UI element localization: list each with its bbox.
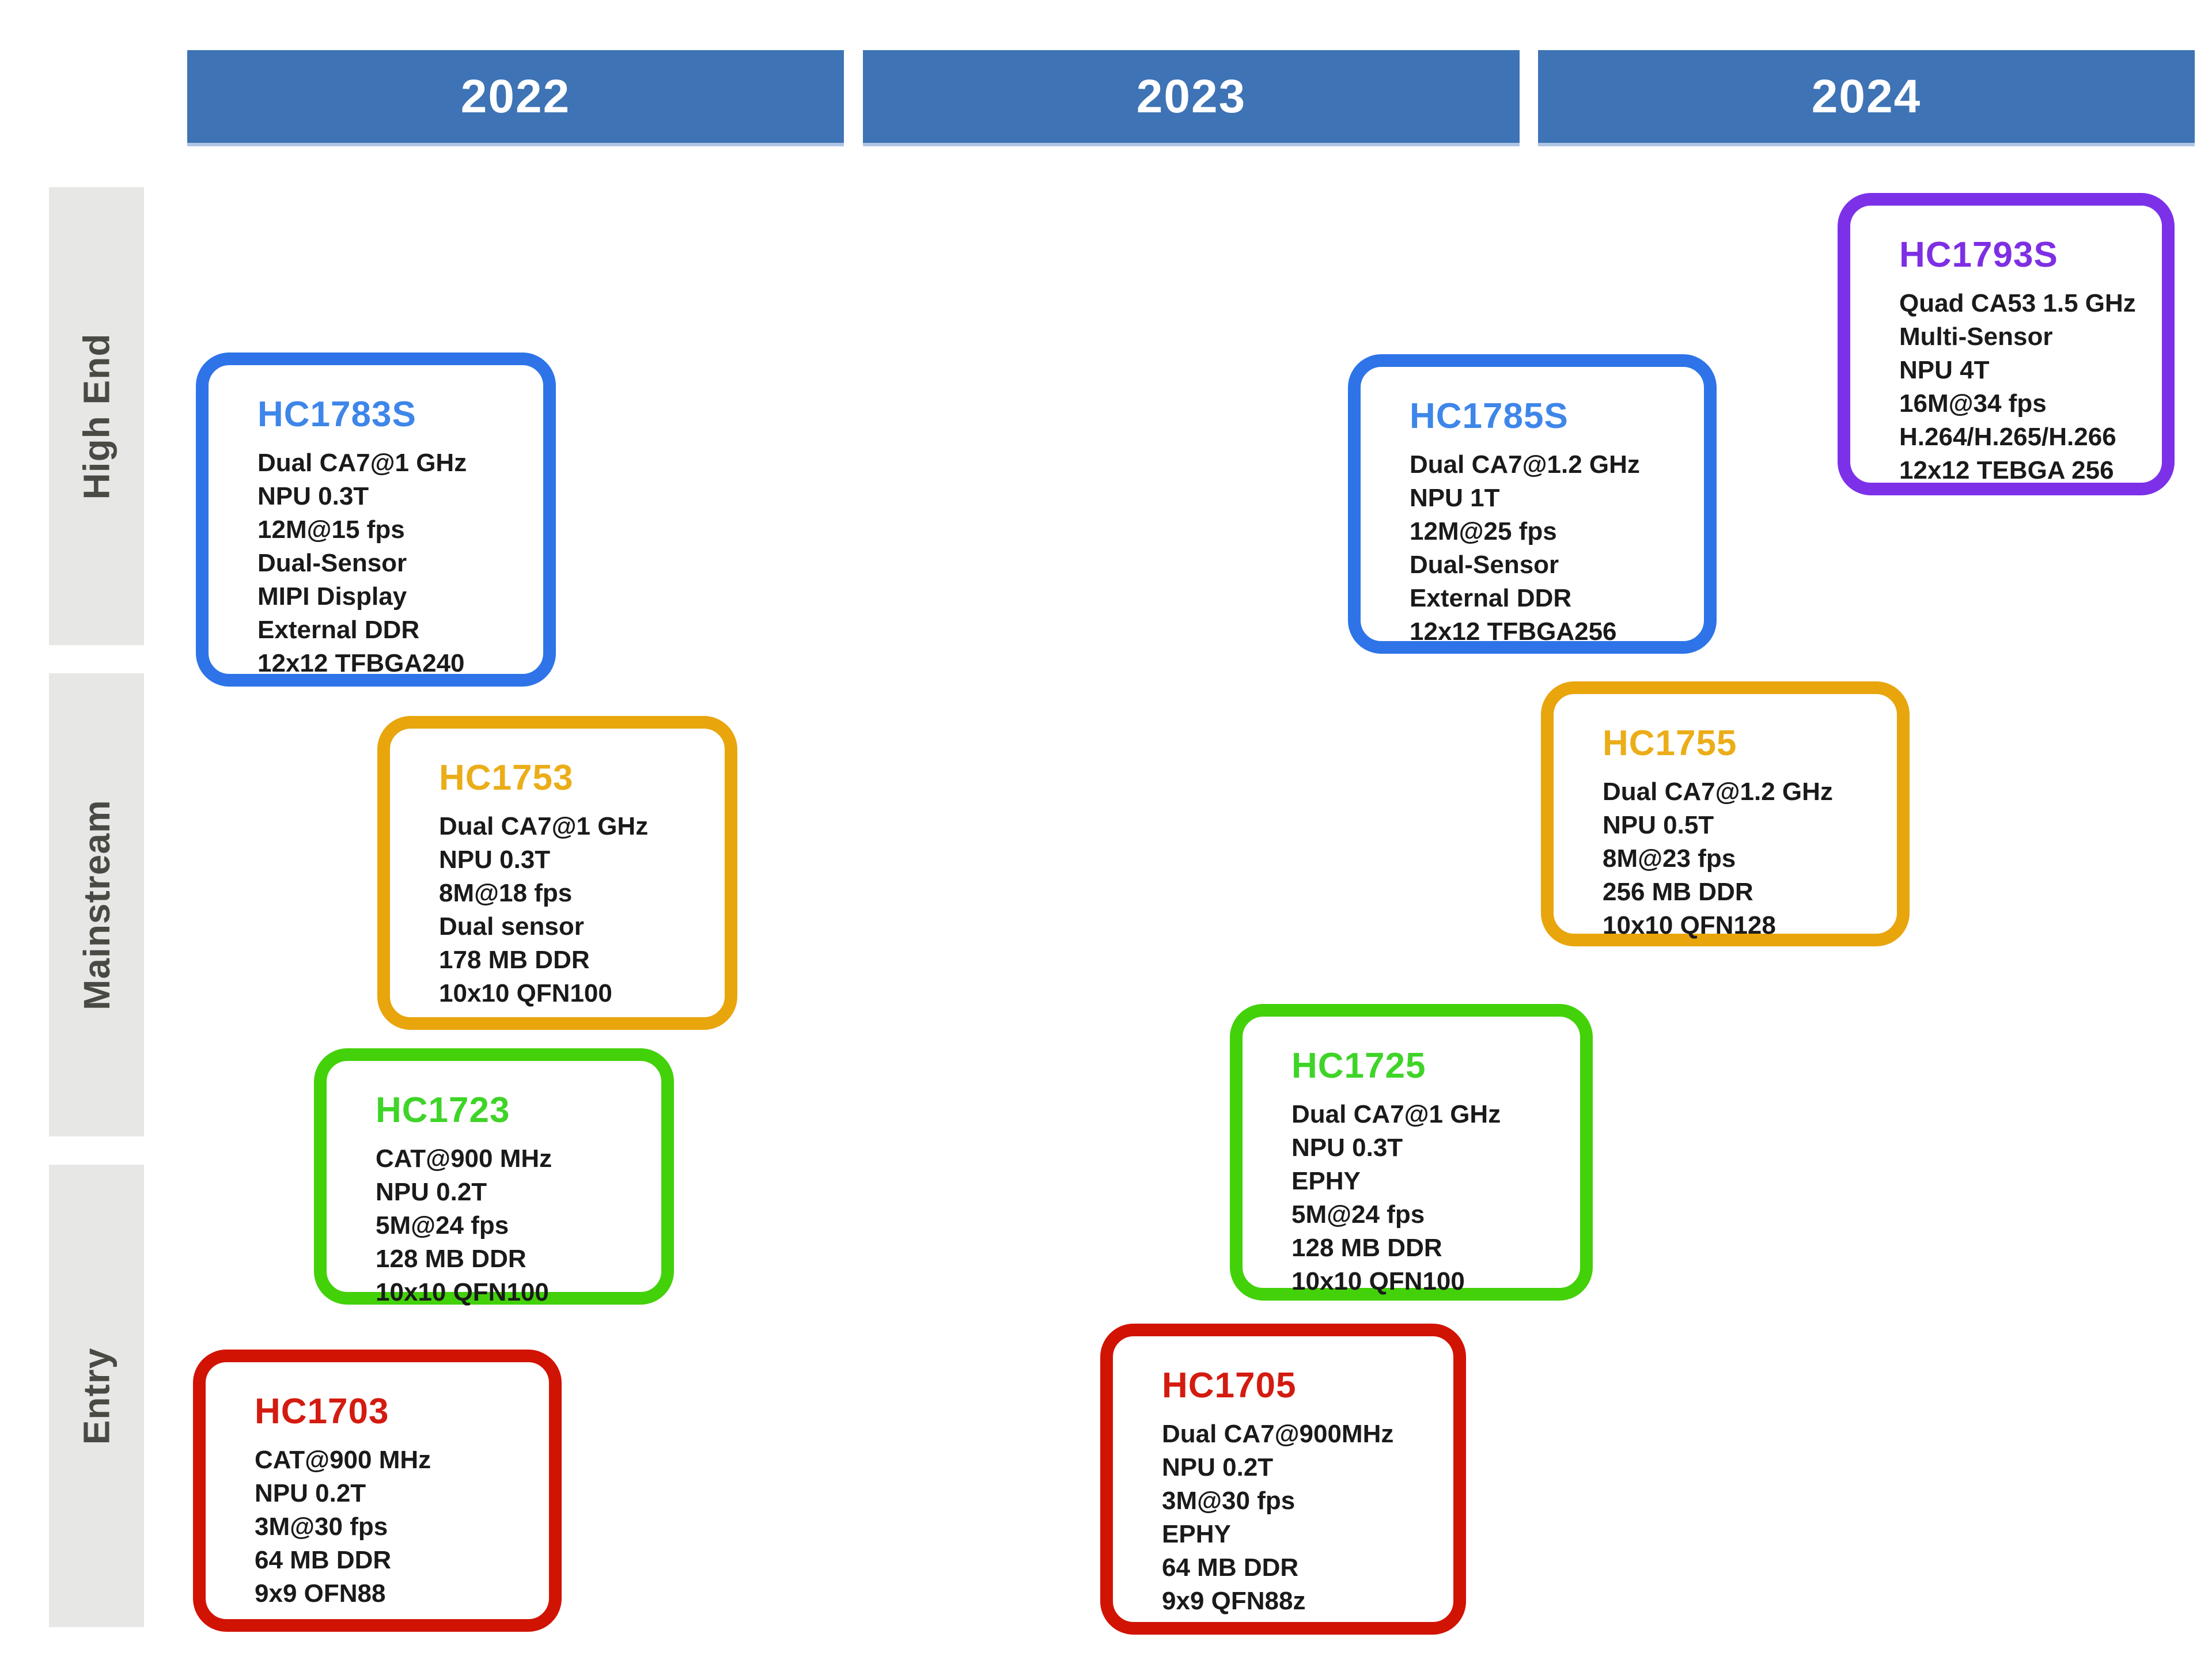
product-title: HC1725 xyxy=(1291,1046,1426,1086)
year-label: 2024 xyxy=(1811,70,1922,123)
year-label: 2022 xyxy=(460,70,571,123)
product-title: HC1793S xyxy=(1899,235,2058,275)
row-bar-entry: Entry xyxy=(49,1165,144,1627)
row-bar-high-end: High End xyxy=(49,187,144,645)
product-specs: Dual CA7@1.2 GHz NPU 0.5T 8M@23 fps 256 … xyxy=(1603,778,1833,939)
product-specs: Quad CA53 1.5 GHz Multi-Sensor NPU 4T 16… xyxy=(1899,289,2136,484)
product-specs: Dual CA7@1 GHz NPU 0.3T 8M@18 fps Dual s… xyxy=(439,812,649,1007)
product-title: HC1705 xyxy=(1162,1366,1297,1405)
product-card-hc1725: HC1725 Dual CA7@1 GHz NPU 0.3T EPHY 5M@2… xyxy=(1230,1004,1593,1301)
year-label: 2023 xyxy=(1136,70,1247,123)
product-card-hc1783s: HC1783S Dual CA7@1 GHz NPU 0.3T 12M@15 f… xyxy=(196,353,556,687)
year-header-2023: 2023 xyxy=(863,50,1520,146)
product-card-hc1753: HC1753 Dual CA7@1 GHz NPU 0.3T 8M@18 fps… xyxy=(377,716,737,1030)
product-title: HC1723 xyxy=(376,1090,510,1130)
row-bar-mainstream: Mainstream xyxy=(49,673,144,1136)
product-card-hc1723: HC1723 CAT@900 MHz NPU 0.2T 5M@24 fps 12… xyxy=(314,1048,674,1306)
product-card-hc1703: HC1703 CAT@900 MHz NPU 0.2T 3M@30 fps 64… xyxy=(193,1350,562,1632)
product-specs: CAT@900 MHz NPU 0.2T 5M@24 fps 128 MB DD… xyxy=(376,1144,552,1306)
product-title: HC1703 xyxy=(255,1392,389,1431)
product-card-hc1793s: HC1793S Quad CA53 1.5 GHz Multi-Sensor N… xyxy=(1838,193,2175,495)
product-title: HC1783S xyxy=(257,395,416,434)
product-card-hc1785s: HC1785S Dual CA7@1.2 GHz NPU 1T 12M@25 f… xyxy=(1348,354,1717,654)
product-title: HC1753 xyxy=(439,758,574,798)
product-specs: Dual CA7@1 GHz NPU 0.3T EPHY 5M@24 fps 1… xyxy=(1291,1100,1501,1295)
product-specs: CAT@900 MHz NPU 0.2T 3M@30 fps 64 MB DDR… xyxy=(255,1446,431,1608)
row-label-mainstream: Mainstream xyxy=(75,799,118,1010)
product-specs: Dual CA7@900MHz NPU 0.2T 3M@30 fps EPHY … xyxy=(1162,1420,1394,1615)
product-title: HC1785S xyxy=(1410,396,1569,436)
product-card-hc1755: HC1755 Dual CA7@1.2 GHz NPU 0.5T 8M@23 f… xyxy=(1541,681,1910,946)
product-specs: Dual CA7@1 GHz NPU 0.3T 12M@15 fps Dual-… xyxy=(257,449,467,677)
row-label-high-end: High End xyxy=(75,333,118,499)
year-header-2022: 2022 xyxy=(187,50,844,146)
product-card-hc1705: HC1705 Dual CA7@900MHz NPU 0.2T 3M@30 fp… xyxy=(1100,1324,1466,1635)
product-title: HC1755 xyxy=(1603,723,1737,763)
row-label-entry: Entry xyxy=(75,1347,118,1445)
year-header-2024: 2024 xyxy=(1538,50,2195,146)
product-specs: Dual CA7@1.2 GHz NPU 1T 12M@25 fps Dual-… xyxy=(1410,450,1640,646)
